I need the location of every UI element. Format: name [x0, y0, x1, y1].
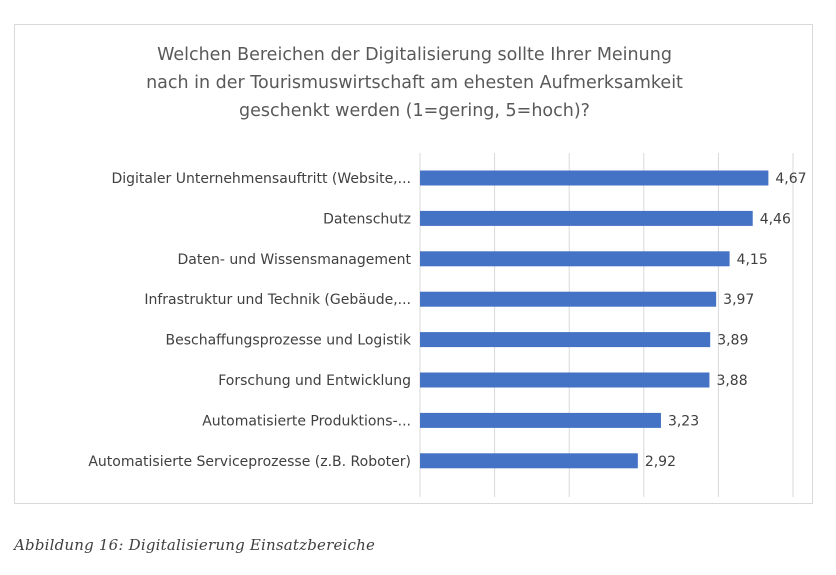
value-label: 2,92 — [645, 454, 676, 470]
value-label: 4,46 — [760, 211, 791, 227]
value-label: 4,67 — [775, 171, 806, 187]
category-label: Forschung und Entwicklung — [218, 373, 411, 389]
bar — [420, 170, 769, 186]
bar — [420, 251, 730, 267]
value-label: 3,89 — [717, 333, 748, 349]
value-label: 3,23 — [668, 413, 699, 429]
category-label: Digitaler Unternehmensauftritt (Website,… — [111, 171, 411, 187]
chart-title-line-2: nach in der Tourismuswirtschaft am ehest… — [146, 73, 683, 93]
chart-title-line-3: geschenkt werden (1=gering, 5=hoch)? — [239, 101, 590, 121]
bar — [420, 453, 638, 469]
bar — [420, 210, 753, 226]
value-label: 3,88 — [716, 373, 747, 389]
value-label: 4,15 — [737, 252, 768, 268]
chart-title: Welchen Bereichen der Digitalisierung so… — [15, 41, 814, 125]
figure-caption: Abbildung 16: Digitalisierung Einsatzber… — [14, 536, 376, 554]
bar — [420, 332, 711, 348]
chart-title-line-1: Welchen Bereichen der Digitalisierung so… — [157, 45, 672, 65]
category-label: Beschaffungsprozesse und Logistik — [165, 333, 411, 349]
category-label: Infrastruktur und Technik (Gebäude,... — [144, 292, 411, 308]
category-label: Daten- und Wissensmanagement — [178, 252, 412, 268]
category-label: Datenschutz — [323, 211, 411, 227]
bar-chart-plot: Digitaler Unternehmensauftritt (Website,… — [88, 153, 807, 497]
bar — [420, 412, 661, 428]
category-label: Automatisierte Serviceprozesse (z.B. Rob… — [88, 454, 411, 470]
bar — [420, 372, 710, 388]
category-label: Automatisierte Produktions-... — [202, 413, 411, 429]
bar — [420, 291, 717, 307]
value-label: 3,97 — [723, 292, 754, 308]
chart-frame: Welchen Bereichen der Digitalisierung so… — [14, 24, 813, 504]
